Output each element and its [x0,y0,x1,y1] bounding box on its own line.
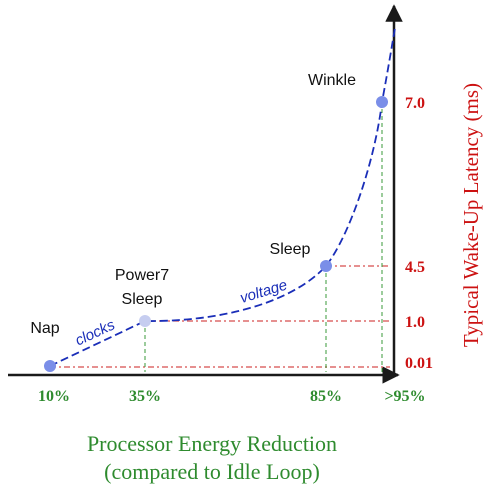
point-sleep [320,260,332,272]
x-tick-85: 85% [310,388,342,405]
x-tick-95: >95% [384,388,425,405]
x-tick-35: 35% [129,388,161,405]
y-tick-1-0: 1.0 [405,314,425,331]
y-tick-0-01: 0.01 [405,355,433,372]
label-nap: Nap [30,320,59,337]
y-tick-4-5: 4.5 [405,259,425,276]
y-axis-title: Typical Wake-Up Latency (ms) [459,83,483,347]
y-tick-7-0: 7.0 [405,95,425,112]
label-winkle: Winkle [308,72,356,89]
wakeup-curve [49,27,396,367]
x-axis-title-line1: Processor Energy Reduction [87,431,337,456]
label-power7-line2: Sleep [122,291,163,308]
label-sleep: Sleep [270,241,311,258]
point-power7-sleep [139,315,151,327]
x-tick-10: 10% [38,388,70,405]
label-power7-line1: Power7 [115,267,169,284]
point-nap [44,360,56,372]
point-winkle [376,96,388,108]
annotation-voltage: voltage [238,276,289,306]
x-axis-title-line2: (compared to Idle Loop) [104,459,320,484]
